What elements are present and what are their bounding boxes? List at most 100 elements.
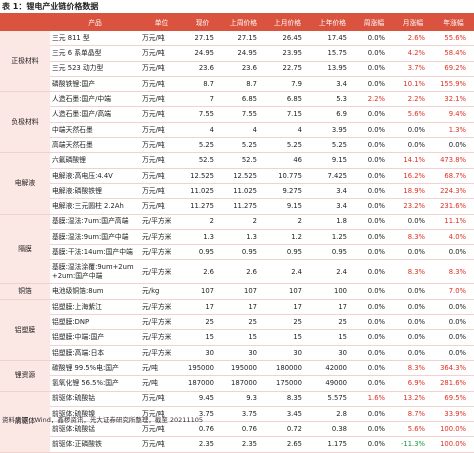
value-cell: 69.5% [433, 391, 474, 407]
value-cell: 68.7% [433, 168, 474, 184]
value-cell: 1.3 [183, 229, 222, 246]
header-cell: 上周价格 [222, 13, 265, 31]
product-cell: 铝塑膜:DNP [50, 314, 140, 331]
value-cell: 7.15 [265, 106, 310, 123]
table-row: 负极材料 人造石墨:国产/中端 万元/吨 7 6.85 6.85 5.3 2.2% 2.2% 32… [0, 91, 474, 154]
value-cell: 1.8 [310, 214, 355, 230]
product-cell: 基膜:湿法涂覆:9um+2um +2um:国产中端 [50, 259, 140, 285]
value-cell: 0.0% [355, 283, 393, 300]
value-cell: 0.0% [355, 314, 393, 331]
unit-cell: 元/平方米 [140, 299, 183, 316]
value-cell: 4 [183, 122, 222, 139]
table-row: 氢氧化锂 56.5%:国产 元/吨 187000 187000 175000 49000 0… [0, 375, 474, 392]
value-cell: 473.8% [433, 152, 474, 169]
value-cell: 15 [310, 329, 355, 346]
value-cell: 0.38 [310, 421, 355, 438]
category-cell: 负极材料 [0, 91, 50, 154]
value-cell: 0.0% [393, 345, 433, 361]
value-cell: 23.6 [222, 61, 265, 77]
value-cell: 30 [310, 345, 355, 361]
value-cell: 17 [265, 299, 310, 316]
unit-cell: 元/平方米 [140, 229, 183, 246]
value-cell: 33.9% [433, 406, 474, 423]
value-cell: 16.2% [393, 168, 433, 184]
value-cell: 25 [222, 314, 265, 331]
value-cell: 0.0% [433, 314, 474, 331]
value-cell: 0.0% [355, 421, 393, 438]
value-cell: 281.6% [433, 375, 474, 392]
value-cell: 0.0% [355, 137, 393, 154]
value-cell: 224.3% [433, 183, 474, 200]
value-cell: 11.275 [222, 198, 265, 215]
header-cell: 产品 [50, 13, 140, 31]
value-cell: 6.85 [222, 91, 265, 108]
value-cell: 24.95 [183, 45, 222, 62]
value-cell: 100.0% [433, 421, 474, 438]
value-cell: 30 [222, 345, 265, 361]
value-cell: 14.1% [393, 152, 433, 169]
table-row: 隔膜 基膜:湿法:7um:国产高端 元/平方米 2 2 2 1.8 0.0% 0.0% 11.1% [0, 214, 474, 285]
unit-cell: 元/kg [140, 283, 183, 300]
value-cell: 11.025 [183, 183, 222, 200]
product-cell: 三元 523 动力型 [50, 61, 140, 77]
value-cell: 8.3% [433, 259, 474, 285]
value-cell: 0.95 [310, 244, 355, 261]
value-cell: 13.95 [310, 61, 355, 77]
value-cell: 5.575 [310, 391, 355, 407]
value-cell: 15 [222, 329, 265, 346]
product-cell: 铝塑膜:上海紫江 [50, 299, 140, 316]
value-cell: 107 [222, 283, 265, 300]
value-cell: 15.75 [310, 45, 355, 62]
value-cell: 0.0% [355, 229, 393, 246]
table-row: 前驱体:正磷酸铁 万元/吨 2.35 2.35 2.65 1.175 0.0% -11.3% 1… [0, 436, 474, 453]
value-cell: 52.5 [222, 152, 265, 169]
unit-cell: 万元/吨 [140, 122, 183, 139]
value-cell: 17 [310, 299, 355, 316]
table-row: 铝塑膜:高端:日本 元/平方米 30 30 30 30 0.0% 0.0% 0.0% [0, 345, 474, 361]
value-cell: 100.0% [433, 436, 474, 453]
unit-cell: 万元/吨 [140, 45, 183, 62]
unit-cell: 万元/吨 [140, 61, 183, 77]
product-cell: 基膜:湿法:9um:国产中端 [50, 229, 140, 246]
source-note: 资料来源：Wind，鑫椤资讯，光大证券研究所整理，截至 20211105 [2, 416, 203, 424]
value-cell: 8.7 [222, 76, 265, 93]
unit-cell: 万元/吨 [140, 152, 183, 169]
value-cell: 231.6% [433, 198, 474, 215]
table-row: 正极材料 三元 811 型万元/吨 27.15 27.15 26.45 17.45 0.0%… [0, 31, 474, 93]
value-cell: 11.025 [222, 183, 265, 200]
value-cell: 0.0% [393, 122, 433, 139]
value-cell: 9.15 [265, 198, 310, 215]
value-cell: 17 [222, 299, 265, 316]
category-cell: 铜箔 [0, 283, 50, 300]
unit-cell: 万元/吨 [140, 198, 183, 215]
unit-cell: 元/平方米 [140, 259, 183, 285]
value-cell: 15 [183, 329, 222, 346]
unit-cell: 万元/吨 [140, 183, 183, 200]
value-cell: 5.6% [393, 421, 433, 438]
unit-cell: 万元/吨 [140, 91, 183, 108]
value-cell: 24.95 [222, 45, 265, 62]
value-cell: 0.0% [355, 259, 393, 285]
value-cell: 9.275 [265, 183, 310, 200]
value-cell: 8.3% [393, 259, 433, 285]
value-cell: 195000 [183, 360, 222, 377]
product-cell: 前驱体:硫酸镍 [50, 406, 140, 423]
product-cell: 基膜:干法:14um:国产中端 [50, 244, 140, 261]
table-row: 铝塑膜 铝塑膜:上海紫江 元/平方米 17 17 17 17 0.0% 0.0% 0.0% [0, 299, 474, 361]
value-cell: 8.7 [183, 76, 222, 93]
table-row: 三元 523 动力型 万元/吨 23.6 23.6 22.75 13.95 0.0% 3.7%… [0, 61, 474, 77]
value-cell: 0.0% [355, 375, 393, 392]
header-row: 产品 单位 现价 上周价格 上月价格 上年价格 周涨幅 月涨幅 年涨幅 [0, 13, 474, 31]
value-cell: 0.0% [355, 168, 393, 184]
value-cell: 42000 [310, 360, 355, 377]
value-cell: 0.0% [355, 31, 393, 47]
value-cell: 5.25 [183, 137, 222, 154]
value-cell: 58.4% [433, 45, 474, 62]
header-cell: 上月价格 [265, 13, 310, 31]
unit-cell: 万元/吨 [140, 168, 183, 184]
product-cell: 铝塑膜:高端:日本 [50, 345, 140, 361]
value-cell: 9.15 [310, 152, 355, 169]
value-cell: 0.0% [393, 283, 433, 300]
value-cell: 15 [265, 329, 310, 346]
value-cell: 2 [183, 214, 222, 230]
